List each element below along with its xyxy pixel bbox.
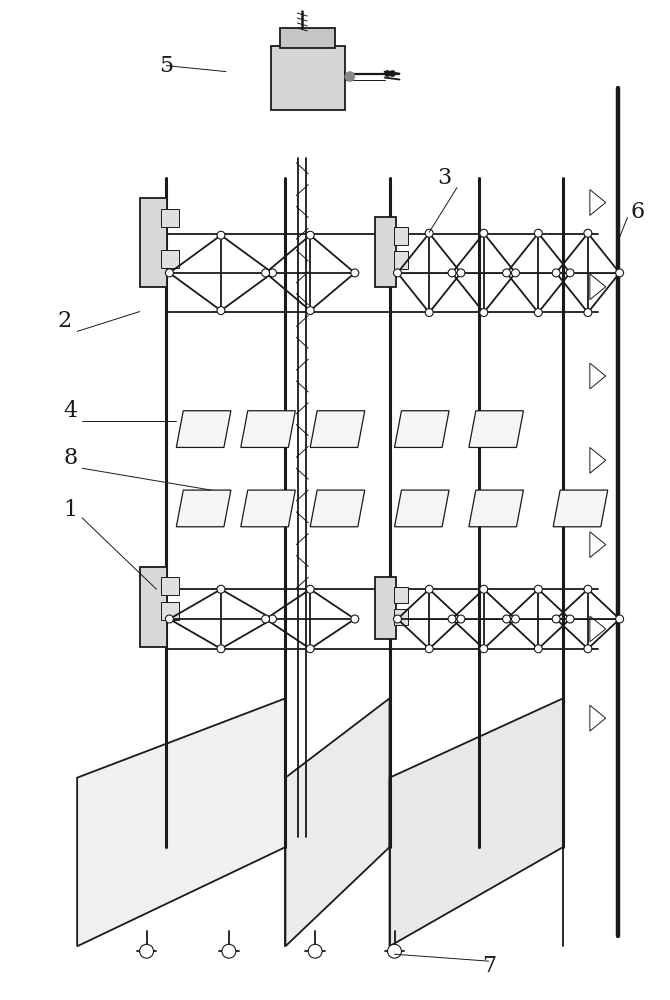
Bar (375, 577, 397, 639)
Circle shape (616, 615, 624, 623)
Bar (281, 28, 335, 48)
Circle shape (552, 615, 560, 623)
Bar (271, 46, 345, 110)
Circle shape (306, 585, 314, 593)
Polygon shape (553, 490, 608, 527)
Circle shape (480, 645, 488, 653)
Polygon shape (241, 411, 295, 447)
Circle shape (139, 944, 153, 958)
Polygon shape (590, 190, 606, 215)
Circle shape (448, 269, 456, 277)
Circle shape (535, 585, 542, 593)
Circle shape (306, 645, 314, 653)
Circle shape (457, 615, 465, 623)
Circle shape (425, 585, 433, 593)
Circle shape (261, 269, 269, 277)
Circle shape (351, 615, 359, 623)
Circle shape (552, 269, 560, 277)
Circle shape (165, 269, 174, 277)
Polygon shape (395, 411, 449, 447)
Circle shape (502, 615, 511, 623)
Polygon shape (469, 490, 523, 527)
Polygon shape (176, 490, 231, 527)
Circle shape (616, 269, 624, 277)
Polygon shape (590, 705, 606, 731)
Circle shape (389, 71, 395, 77)
Text: 3: 3 (437, 167, 451, 189)
Circle shape (584, 309, 592, 317)
Text: 8: 8 (63, 447, 77, 469)
Polygon shape (389, 698, 563, 946)
Circle shape (351, 269, 359, 277)
Circle shape (457, 269, 465, 277)
Circle shape (566, 615, 574, 623)
Circle shape (448, 615, 456, 623)
Circle shape (308, 944, 322, 958)
Bar (393, 587, 409, 603)
Circle shape (345, 72, 355, 81)
Text: 6: 6 (630, 201, 645, 223)
Circle shape (385, 71, 391, 77)
Bar (393, 251, 409, 269)
Circle shape (584, 645, 592, 653)
Circle shape (217, 645, 225, 653)
Circle shape (480, 585, 488, 593)
Circle shape (480, 309, 488, 317)
Circle shape (425, 309, 433, 317)
Circle shape (535, 229, 542, 237)
Circle shape (217, 307, 225, 315)
Circle shape (222, 944, 236, 958)
Bar (393, 609, 409, 625)
Circle shape (584, 585, 592, 593)
Circle shape (425, 229, 433, 237)
Polygon shape (395, 490, 449, 527)
Circle shape (261, 615, 269, 623)
Circle shape (306, 307, 314, 315)
Circle shape (165, 615, 174, 623)
Text: 4: 4 (63, 400, 77, 422)
Circle shape (425, 645, 433, 653)
Circle shape (535, 309, 542, 317)
Circle shape (480, 229, 488, 237)
Polygon shape (310, 490, 364, 527)
Circle shape (306, 231, 314, 239)
Bar (161, 209, 180, 227)
Circle shape (269, 269, 277, 277)
Circle shape (502, 269, 511, 277)
Polygon shape (176, 411, 231, 447)
Circle shape (217, 231, 225, 239)
Circle shape (511, 615, 519, 623)
Bar (139, 567, 168, 647)
Text: 7: 7 (482, 955, 496, 977)
Circle shape (269, 615, 277, 623)
Polygon shape (310, 411, 364, 447)
Circle shape (584, 229, 592, 237)
Circle shape (217, 585, 225, 593)
Text: 2: 2 (57, 310, 71, 332)
Circle shape (393, 615, 401, 623)
Circle shape (566, 269, 574, 277)
Bar (393, 227, 409, 245)
Polygon shape (590, 363, 606, 389)
Bar (375, 217, 397, 287)
Text: 5: 5 (159, 55, 174, 77)
Text: 1: 1 (63, 499, 77, 521)
Polygon shape (285, 698, 389, 946)
Polygon shape (590, 532, 606, 558)
Polygon shape (590, 616, 606, 642)
Polygon shape (469, 411, 523, 447)
Bar (139, 198, 168, 287)
Polygon shape (590, 447, 606, 473)
Polygon shape (241, 490, 295, 527)
Circle shape (393, 269, 401, 277)
Bar (161, 577, 180, 595)
Circle shape (511, 269, 519, 277)
Polygon shape (590, 274, 606, 300)
Circle shape (387, 944, 401, 958)
Bar (161, 602, 180, 620)
Polygon shape (77, 698, 285, 946)
Circle shape (535, 645, 542, 653)
Bar (161, 250, 180, 268)
